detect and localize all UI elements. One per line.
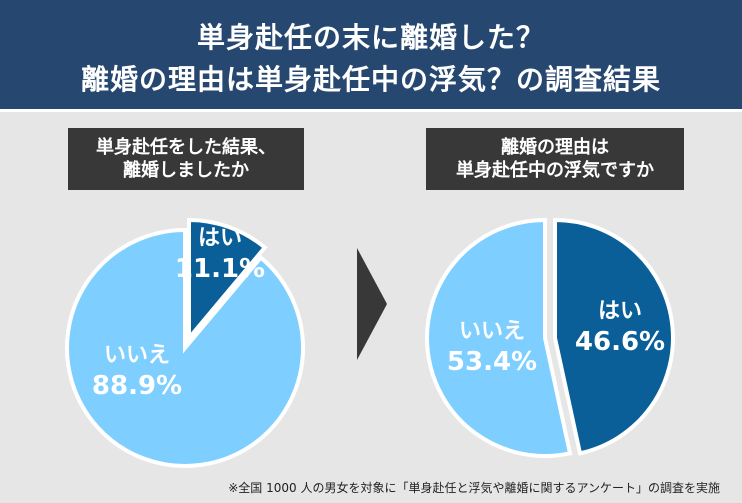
- slice-value-2-2: 53.4%: [447, 347, 537, 377]
- slice-label-2-2: いいえ: [459, 319, 525, 344]
- question-1-line-2: 離婚しましたか: [123, 160, 249, 181]
- title-banner: 単身赴任の末に離婚した？ 離婚の理由は単身赴任中の浮気？の調査結果: [0, 0, 742, 112]
- slice-label-2-1: はい: [598, 299, 642, 324]
- pie-slice-1-2: [65, 227, 305, 468]
- question-label-1: 単身赴任をした結果、 離婚しましたか: [68, 128, 304, 190]
- slice-label-1-2: いいえ: [104, 343, 170, 368]
- question-label-2: 離婚の理由は 単身赴任中の浮気ですか: [426, 128, 684, 190]
- pie-slice-2-1: [553, 217, 675, 456]
- slice-value-1-1: 11.1%: [175, 254, 265, 284]
- footnote: ※全国 1000 人の男女を対象に「単身赴任と浮気や離婚に関するアンケート」の調…: [228, 481, 720, 495]
- pie-chart-2: はい 46.6% いいえ 53.4%: [425, 217, 675, 458]
- arrow-right-icon: [357, 248, 387, 360]
- question-2-line-1: 離婚の理由は: [501, 137, 609, 158]
- slice-value-2-1: 46.6%: [575, 327, 665, 357]
- pie-chart-1: はい 11.1% いいえ 88.9%: [65, 217, 305, 468]
- slice-label-1-1: はい: [198, 226, 242, 251]
- question-1-line-1: 単身赴任をした結果、: [96, 137, 276, 158]
- question-2-line-2: 単身赴任中の浮気ですか: [456, 160, 654, 181]
- title-line-1: 単身赴任の末に離婚した？: [196, 21, 545, 54]
- title-line-2: 離婚の理由は単身赴任中の浮気？の調査結果: [80, 63, 661, 96]
- pie-slice-2-2: [425, 217, 573, 458]
- slice-value-1-2: 88.9%: [92, 371, 182, 401]
- pie-slice-1-1: [187, 217, 268, 344]
